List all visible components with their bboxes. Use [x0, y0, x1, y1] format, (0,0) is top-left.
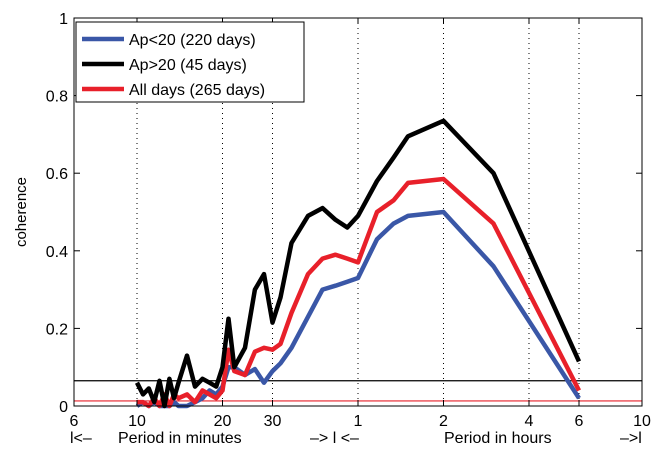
x-tick-label: 6: [70, 413, 79, 430]
y-tick-labels: 0 0.2 0.4 0.6 0.8 1: [46, 11, 68, 416]
y-tick-label: 0: [59, 399, 68, 416]
y-tick-label: 0.2: [46, 321, 68, 338]
left-bracket-label: l<–: [70, 430, 92, 447]
legend: Ap<20 (220 days) Ap>20 (45 days) All days …: [75, 21, 305, 103]
x-tick-label: 10: [128, 413, 146, 430]
series-line: [134, 118, 582, 409]
hours-period-label: Period in hours: [444, 430, 552, 447]
x-tick-label: 2: [439, 413, 448, 430]
y-tick-label: 0.8: [46, 89, 68, 106]
x-tick-label: 30: [264, 413, 282, 430]
y-tick-label: 0.4: [46, 244, 68, 261]
x-tick-label: 10: [633, 413, 651, 430]
x-tick-labels: 6 10 20 30 1 2 4 6 10: [70, 413, 651, 430]
right-bracket-label: –>l: [620, 430, 642, 447]
y-tick-label: 0.6: [46, 166, 68, 183]
middle-bracket-label: –> l <–: [310, 430, 359, 447]
axis-ticks: [73, 17, 643, 407]
minutes-period-label: Period in minutes: [118, 430, 242, 447]
x-tick-label: 1: [354, 413, 363, 430]
legend-label: All days (265 days): [129, 82, 265, 99]
x-tick-label: 4: [525, 413, 534, 430]
y-axis-label: coherence: [13, 177, 30, 247]
legend-label: Ap>20 (45 days): [129, 57, 247, 74]
y-tick-label: 1: [59, 11, 68, 28]
legend-label: Ap<20 (220 days): [129, 32, 256, 49]
x-tick-label: 6: [575, 413, 584, 430]
x-tick-label: 20: [214, 413, 232, 430]
